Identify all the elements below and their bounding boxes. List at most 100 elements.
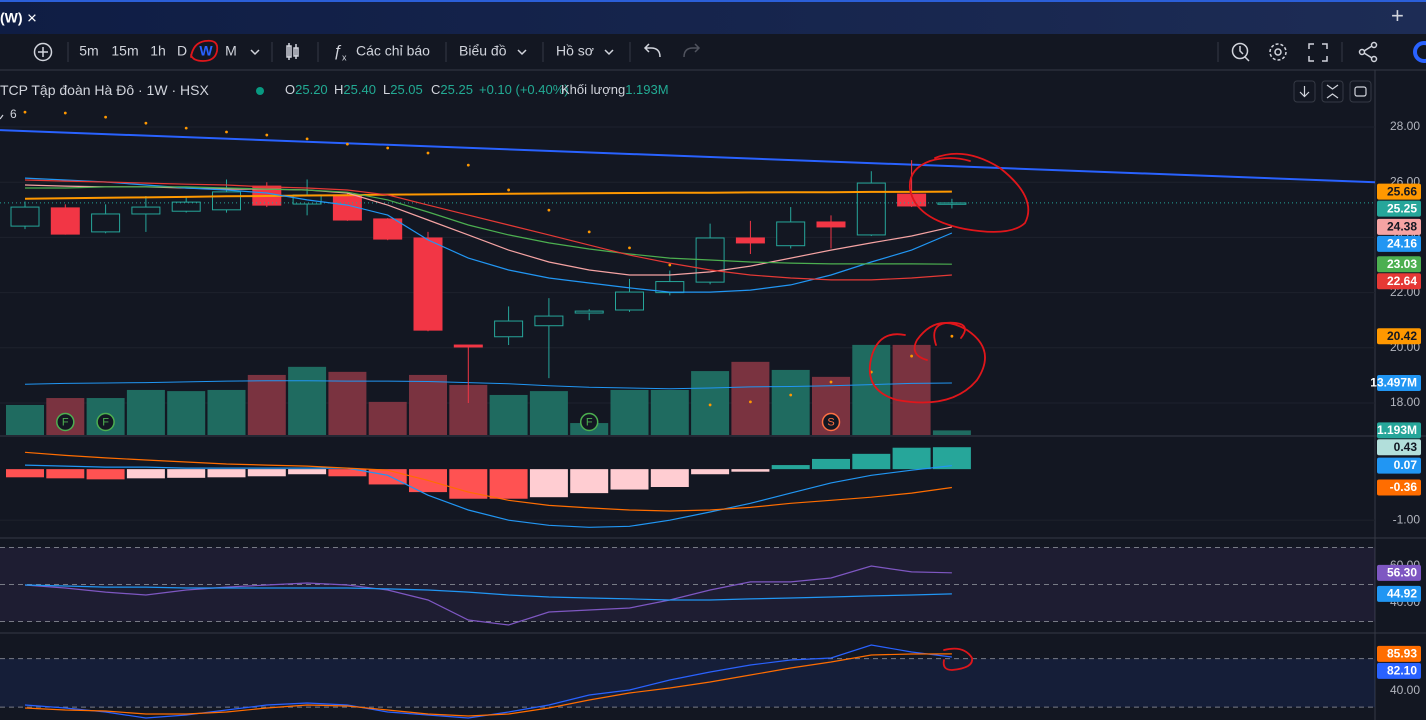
collapse-arrow[interactable] — [0, 114, 4, 120]
price-badge — [1377, 273, 1421, 290]
histogram-bar — [6, 469, 44, 478]
price-badge-label: 0.07 — [1394, 458, 1418, 472]
redo-button[interactable] — [683, 43, 701, 58]
price-badge-label: 24.38 — [1387, 220, 1417, 234]
interval-button[interactable]: D — [177, 43, 187, 59]
histogram-bar — [610, 469, 649, 490]
indicators-count[interactable]: 6 — [10, 107, 17, 121]
volume-bar — [247, 374, 286, 435]
tab-close[interactable]: × — [27, 8, 37, 27]
indicator-line — [24, 565, 952, 626]
volume-bar — [650, 389, 689, 435]
y-tick-label: 40.00 — [1390, 683, 1420, 697]
settings-button[interactable] — [1269, 43, 1287, 61]
fullscreen-button[interactable] — [1308, 43, 1328, 62]
indicators-button[interactable]: Các chỉ báo — [356, 43, 430, 59]
volume-bar — [368, 401, 407, 435]
sar-dot — [184, 126, 188, 130]
volume-bar — [691, 371, 730, 435]
price-badge-label: 85.93 — [1387, 647, 1417, 661]
price-badge-label: 0.43 — [1394, 440, 1418, 454]
price-badge — [1377, 479, 1421, 496]
tab-title[interactable]: (W) — [0, 10, 23, 26]
histogram-bar — [247, 469, 286, 477]
volume-bar — [409, 374, 447, 435]
pane-maximize-button[interactable] — [1349, 80, 1372, 103]
price-badge — [1377, 439, 1421, 456]
signal-marker — [579, 412, 599, 432]
chart-type-button[interactable]: Biểu đồ — [459, 43, 507, 59]
chart-style-button[interactable] — [286, 43, 299, 60]
price-badge-label: 1.193M — [1377, 423, 1417, 437]
account-button[interactable] — [1413, 41, 1426, 63]
sar-dot — [708, 403, 712, 407]
interval-dropdown[interactable] — [250, 49, 260, 56]
volume-key: Khối lượng — [561, 82, 625, 97]
interval-button[interactable]: W — [199, 43, 213, 59]
histogram-bar — [570, 469, 609, 494]
interval-button[interactable]: M — [225, 43, 237, 59]
sar-dot — [829, 380, 833, 384]
sar-dot — [910, 354, 913, 358]
candle-body — [413, 237, 443, 331]
indicator-line — [24, 584, 952, 601]
add-symbol-button[interactable] — [33, 42, 53, 62]
sar-dot — [668, 263, 672, 267]
candle-body — [574, 310, 604, 314]
price-badge — [1377, 564, 1421, 581]
histogram-bar — [771, 465, 810, 470]
signal-marker — [821, 412, 841, 432]
histogram-bar — [691, 469, 730, 475]
histogram-bar — [852, 453, 891, 470]
profile-button[interactable]: Hồ sơ — [556, 43, 594, 59]
interval-button[interactable]: 5m — [79, 43, 98, 59]
undo-button[interactable] — [643, 43, 661, 58]
pane-collapse-button[interactable] — [1321, 80, 1344, 103]
new-tab[interactable]: + — [1391, 3, 1404, 28]
legend: TCP Tập đoàn Hà Đô · 1W · HSX — [0, 82, 209, 98]
candle-body — [937, 202, 967, 205]
histogram-bar — [46, 469, 85, 479]
sar-dot — [144, 121, 148, 125]
sar-dot — [547, 208, 551, 212]
sar-dot — [63, 111, 67, 115]
symbol-name[interactable]: TCP Tập đoàn Hà Đô · 1W · HSX — [0, 82, 209, 98]
candle-body — [615, 291, 644, 311]
price-badge-label: 24.16 — [1387, 237, 1417, 251]
histogram-bar — [126, 469, 165, 479]
annotation — [190, 39, 219, 62]
histogram-bar — [812, 458, 850, 470]
price-badge — [1377, 662, 1421, 679]
fx-icon[interactable]: ƒ — [333, 43, 342, 60]
histogram-bar — [288, 469, 327, 475]
price-badge-label: 25.25 — [1387, 201, 1417, 215]
annotation — [942, 647, 974, 671]
candle-body — [453, 344, 483, 348]
indicator-line — [24, 190, 952, 200]
volume-bar — [610, 389, 649, 435]
histogram-bar — [529, 469, 568, 498]
interval-button[interactable]: 15m — [111, 43, 138, 59]
signal-marker-label: F — [586, 416, 593, 428]
level-band — [0, 658, 1375, 708]
price-badge — [1377, 645, 1421, 662]
ohlc-value: 25.20 — [295, 82, 328, 97]
interval-group: 5m 15m 1h D W M — [79, 43, 237, 59]
volume-bar — [288, 366, 327, 435]
volume-bar — [6, 404, 44, 435]
indicator-line — [24, 179, 952, 281]
ohlc-value: 25.40 — [343, 82, 376, 97]
annotation — [868, 321, 986, 404]
pane-buttons — [1293, 80, 1372, 103]
alert-button[interactable] — [1231, 42, 1250, 62]
ohlc-legend: O25.20 H25.40 L25.05 C25.25 +0.10 (+0.40… — [285, 82, 669, 97]
interval-button[interactable]: 1h — [150, 43, 166, 59]
price-badge-label: -0.36 — [1390, 480, 1418, 494]
histogram-bar — [489, 469, 528, 499]
price-badge-label: 22.64 — [1387, 274, 1417, 288]
share-button[interactable] — [1358, 41, 1378, 63]
sar-dot — [749, 400, 752, 404]
sar-dot — [628, 246, 631, 250]
sar-dot — [386, 146, 390, 150]
